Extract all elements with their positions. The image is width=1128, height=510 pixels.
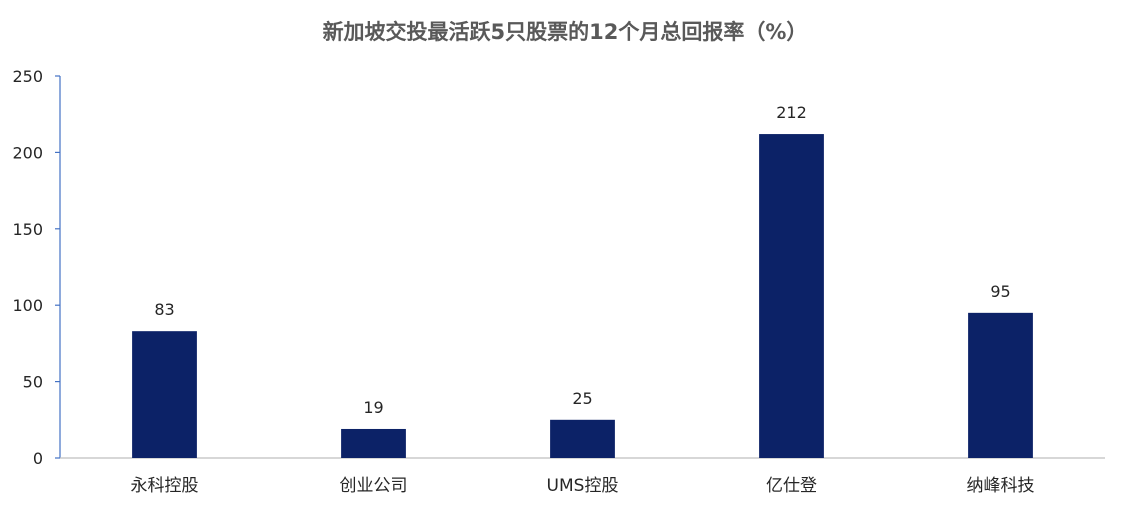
data-label: 19 <box>363 398 383 417</box>
y-axis: 0 50 100 150 200 250 <box>12 67 61 468</box>
bar <box>341 428 406 458</box>
bar <box>968 312 1033 458</box>
data-label: 25 <box>572 389 592 408</box>
bar <box>759 134 824 458</box>
x-category-label: UMS控股 <box>547 476 619 496</box>
bars <box>132 134 1033 458</box>
y-tick-label: 150 <box>12 220 43 239</box>
data-label: 83 <box>154 300 174 319</box>
y-tick-label: 250 <box>12 67 43 86</box>
x-category-label: 永科控股 <box>131 476 199 496</box>
y-tick-label: 100 <box>12 296 43 315</box>
x-axis: 永科控股 创业公司 UMS控股 亿仕登 纳峰科技 <box>60 457 1105 496</box>
data-labels: 83 19 25 212 95 <box>154 103 1010 417</box>
chart-title: 新加坡交投最活跃5只股票的12个月总回报率（%） <box>323 20 808 44</box>
bar <box>550 419 615 458</box>
bar <box>132 331 197 458</box>
data-label: 212 <box>776 103 807 122</box>
x-category-label: 创业公司 <box>340 476 408 496</box>
y-tick-label: 50 <box>23 373 43 392</box>
y-tick-label: 200 <box>12 143 43 162</box>
data-label: 95 <box>990 282 1010 301</box>
x-category-label: 纳峰科技 <box>967 476 1035 496</box>
y-tick-label: 0 <box>33 449 43 468</box>
x-category-label: 亿仕登 <box>766 476 817 496</box>
